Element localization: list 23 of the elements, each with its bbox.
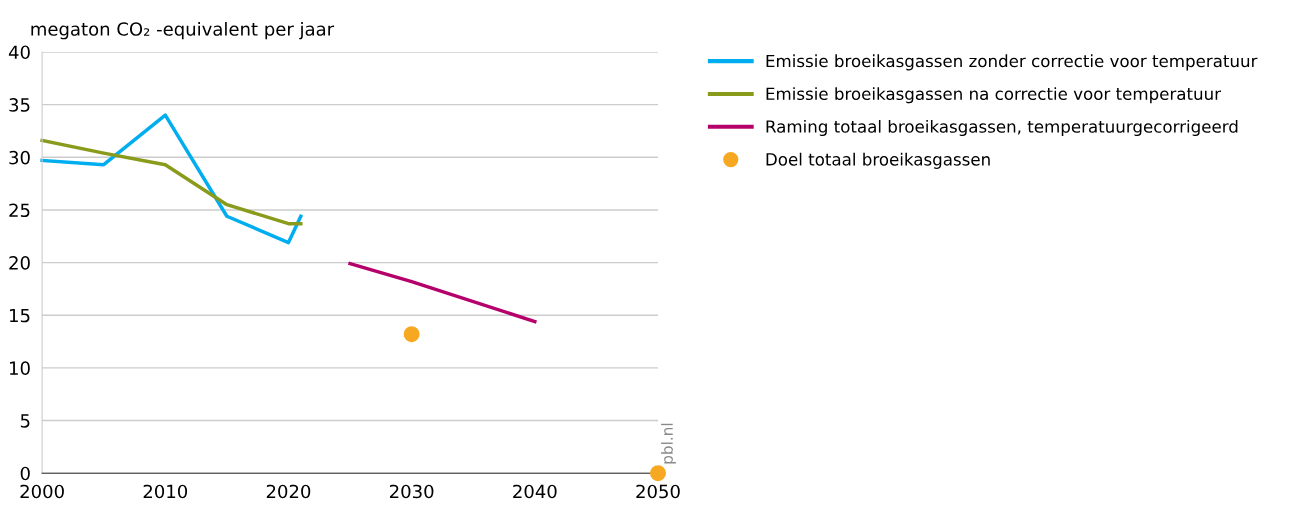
x-tick-label: 2050 [636,484,680,499]
y-tick-label: 35 [9,98,30,112]
y-tick-label: 15 [10,308,30,323]
y-tick-label: 5 [20,414,30,428]
x-tick-label: 2030 [389,484,434,499]
x-tick-label: 2000 [20,484,64,499]
line-series [40,113,303,245]
x-tick-label: 2010 [143,484,188,499]
y-tick-label: 0 [20,466,30,481]
legend-label: Raming totaal broeikasgassen, temperatuurgecorrigeerd [766,119,1238,137]
y-axis-title: megaton CO₂ -equivalent per jaar [31,21,335,40]
line-series [40,138,303,226]
y-tick-label: 25 [9,203,30,218]
legend-label: Doel totaal broeikasgassen [766,152,990,169]
y-tick-label: 40 [8,45,30,60]
y-tick-label: 10 [10,361,30,376]
y-tick-label: 20 [9,256,30,270]
text: pbl.nl [661,423,676,464]
y-tick-label: 30 [9,150,30,165]
legend-label: Emissie broeikasgassen zonder correctie voor temperatuur [766,54,1258,71]
x-tick-label: 2020 [266,484,311,499]
x-tick-label: 2040 [513,484,557,499]
legend-label: Emissie broeikasgassen na correctie voor temperatuur [766,87,1222,104]
